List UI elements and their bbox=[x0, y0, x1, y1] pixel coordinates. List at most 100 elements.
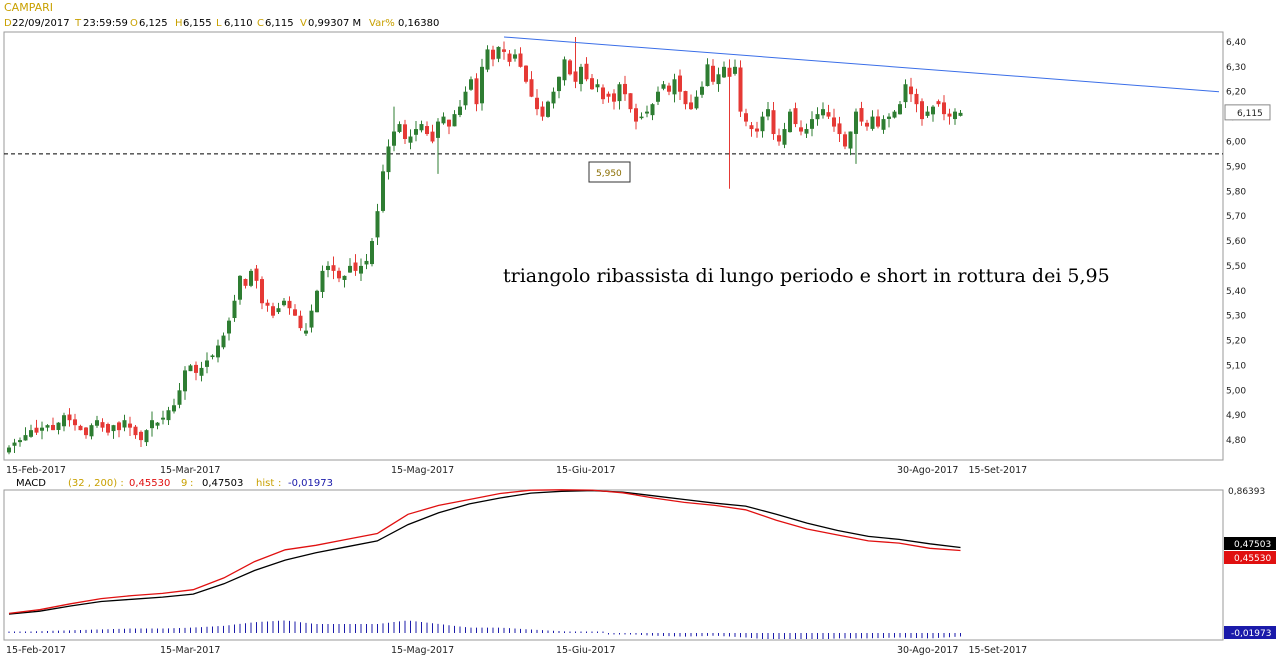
candle-body bbox=[34, 427, 39, 433]
candle bbox=[111, 424, 116, 439]
candle-body bbox=[254, 268, 259, 281]
candle bbox=[161, 410, 165, 425]
candle-body bbox=[694, 96, 699, 109]
candle-body bbox=[155, 422, 160, 426]
candle-body bbox=[12, 442, 17, 446]
y-tick-label: 4,80 bbox=[1226, 436, 1246, 446]
trendline bbox=[503, 36, 1220, 93]
candle-body bbox=[7, 447, 11, 453]
candle bbox=[337, 267, 341, 283]
candle bbox=[898, 101, 902, 115]
candle-body bbox=[271, 306, 275, 316]
candle-body bbox=[100, 422, 105, 428]
candle-body bbox=[700, 86, 704, 95]
candle bbox=[507, 50, 512, 67]
candle-body bbox=[144, 430, 149, 443]
signal-line bbox=[8, 489, 961, 615]
date-label: 15-Set-2017 bbox=[969, 465, 1028, 476]
candle-body bbox=[353, 262, 358, 271]
y-tick-label: 4,90 bbox=[1226, 411, 1246, 421]
candle-body bbox=[634, 108, 638, 122]
candle bbox=[771, 101, 776, 140]
candle bbox=[106, 422, 110, 436]
candle bbox=[744, 108, 748, 127]
candle-body bbox=[903, 84, 908, 103]
candle-body bbox=[474, 78, 479, 105]
candle-body bbox=[623, 83, 627, 95]
candle bbox=[452, 110, 457, 127]
candle bbox=[254, 264, 259, 289]
candle-body bbox=[716, 74, 721, 85]
candle-body bbox=[727, 67, 732, 77]
candle-body bbox=[826, 112, 831, 117]
candle-body bbox=[73, 419, 77, 426]
date-label: 15-Feb-2017 bbox=[6, 465, 66, 476]
last-price-box bbox=[1224, 104, 1271, 121]
candle-body bbox=[458, 106, 462, 116]
candle bbox=[139, 430, 143, 447]
candle-body bbox=[309, 310, 314, 328]
candle bbox=[353, 254, 358, 276]
candle-body bbox=[755, 128, 759, 132]
candle-body bbox=[40, 427, 44, 431]
candle-body bbox=[469, 79, 473, 90]
candle-body bbox=[122, 420, 127, 428]
candle bbox=[843, 131, 847, 150]
candle bbox=[425, 121, 429, 136]
candle bbox=[947, 108, 952, 125]
candle-body bbox=[359, 265, 363, 274]
candle bbox=[359, 258, 363, 282]
date-label: 15-Mar-2017 bbox=[160, 645, 220, 656]
date-label: 30-Ago-2017 bbox=[897, 645, 958, 656]
candle-body bbox=[364, 260, 369, 265]
candle-body bbox=[304, 330, 308, 334]
candle bbox=[491, 45, 495, 67]
candle-body bbox=[766, 109, 770, 117]
candle bbox=[40, 421, 44, 440]
chart-title: CAMPARI bbox=[4, 1, 53, 14]
candle-body bbox=[45, 425, 50, 428]
candle bbox=[73, 413, 77, 431]
candle-body bbox=[480, 66, 484, 104]
candle-body bbox=[95, 420, 99, 426]
candle bbox=[705, 58, 710, 87]
candle-body bbox=[590, 78, 594, 90]
price-y-axis: 6,406,306,206,106,005,905,805,705,605,50… bbox=[1226, 38, 1246, 446]
candle-body bbox=[348, 265, 352, 273]
candle bbox=[298, 310, 303, 331]
candle bbox=[727, 59, 732, 189]
candle bbox=[848, 131, 853, 156]
candle bbox=[601, 84, 605, 104]
candle bbox=[100, 418, 105, 432]
candle bbox=[430, 124, 435, 144]
candle-body bbox=[249, 270, 253, 286]
candle bbox=[595, 79, 600, 93]
y-tick-label: 5,20 bbox=[1226, 337, 1246, 347]
candle bbox=[205, 352, 209, 374]
candle bbox=[678, 69, 682, 100]
candle-body bbox=[485, 49, 490, 70]
candle bbox=[782, 122, 787, 149]
candle bbox=[694, 90, 699, 110]
candle bbox=[931, 105, 935, 122]
candle bbox=[485, 45, 490, 73]
candle-body bbox=[111, 425, 116, 432]
candle bbox=[755, 121, 759, 138]
macd-line bbox=[8, 489, 961, 615]
candle bbox=[386, 139, 391, 180]
y-tick-label: 5,80 bbox=[1226, 187, 1246, 197]
candle bbox=[89, 423, 94, 440]
candle-body bbox=[298, 315, 303, 329]
candle-body bbox=[177, 390, 182, 405]
date-axis-top: 15-Feb-2017 15-Mar-2017 15-Mag-2017 15-Giu-… bbox=[6, 465, 1027, 476]
candle bbox=[870, 110, 875, 131]
candle bbox=[221, 332, 226, 350]
candle-body bbox=[936, 101, 941, 105]
macd-y-axis: 0,86393 0,47503 0,45530 -0,01973 bbox=[1224, 487, 1276, 639]
candle-body bbox=[551, 91, 556, 104]
candle bbox=[766, 102, 770, 121]
candle-body bbox=[403, 124, 407, 139]
candle bbox=[815, 107, 820, 126]
candle bbox=[458, 99, 462, 118]
macd-legend-signal-value: 0,47503 bbox=[202, 478, 243, 489]
